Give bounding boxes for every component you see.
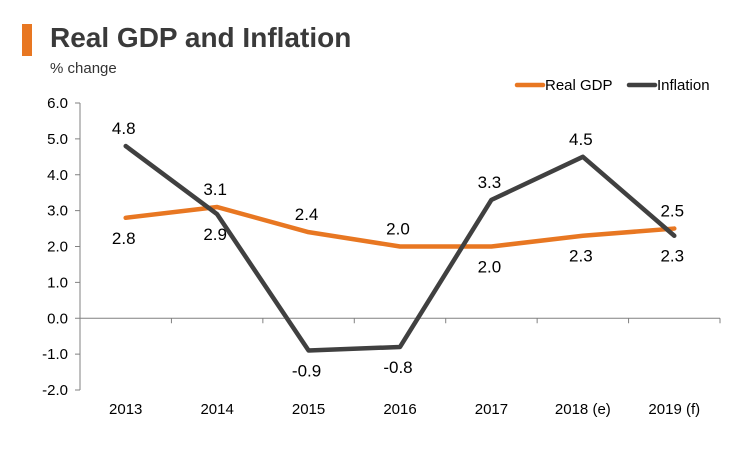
- data-label: 2.5: [660, 202, 684, 221]
- legend-label: Real GDP: [545, 77, 613, 94]
- data-label: 3.3: [478, 173, 502, 192]
- series-line-real-gdp: [123, 204, 677, 249]
- y-tick-label: 2.0: [47, 239, 68, 256]
- data-label: 3.1: [203, 180, 227, 199]
- x-tick-label: 2015: [292, 401, 325, 418]
- y-tick-label: 5.0: [47, 131, 68, 148]
- y-tick-label: 6.0: [47, 95, 68, 112]
- x-tick-label: 2014: [200, 401, 233, 418]
- y-tick-label: -1.0: [42, 346, 68, 363]
- title-accent-bar: [22, 24, 32, 56]
- data-label: -0.9: [292, 362, 321, 381]
- data-label: 2.0: [386, 220, 410, 239]
- data-label: 2.9: [203, 225, 227, 244]
- y-tick-label: 3.0: [47, 203, 68, 220]
- data-label: 2.8: [112, 229, 136, 248]
- data-label: 2.3: [569, 247, 593, 266]
- data-label: 2.4: [295, 205, 319, 224]
- y-tick-label: 4.0: [47, 167, 68, 184]
- x-tick-label: 2013: [109, 401, 142, 418]
- data-labels: 2.8 3.1 2.4 2.0 2.0 2.3 2.5 4.8 2.9 -0.9 -0.8 3.3 4.…: [112, 119, 684, 380]
- chart-subtitle: % change: [50, 60, 117, 77]
- legend: Real GDP Inflation: [514, 77, 710, 94]
- data-label: 4.5: [569, 130, 593, 149]
- y-tick-label: 1.0: [47, 274, 68, 291]
- data-label: 4.8: [112, 119, 136, 138]
- x-tick-label: 2016: [383, 401, 416, 418]
- data-label: -0.8: [383, 358, 412, 377]
- y-tick-label: 0.0: [47, 310, 68, 327]
- y-tick-label: -2.0: [42, 382, 68, 399]
- x-axis: 2013 2014 2015 2016 2017 2018 (e) 2019 (f): [80, 317, 721, 418]
- legend-label: Inflation: [657, 77, 710, 94]
- x-tick-label: 2019 (f): [648, 401, 700, 418]
- chart-title: Real GDP and Inflation: [50, 22, 352, 53]
- y-axis: 6.0 5.0 4.0 3.0 2.0 1.0 0.0 -1.0 -2.0: [42, 95, 81, 399]
- series-lines: [123, 143, 677, 353]
- data-label: 2.0: [478, 258, 502, 277]
- data-label: 2.3: [660, 247, 684, 266]
- x-tick-label: 2017: [475, 401, 508, 418]
- series-line-inflation: [123, 143, 677, 353]
- x-tick-label: 2018 (e): [555, 401, 611, 418]
